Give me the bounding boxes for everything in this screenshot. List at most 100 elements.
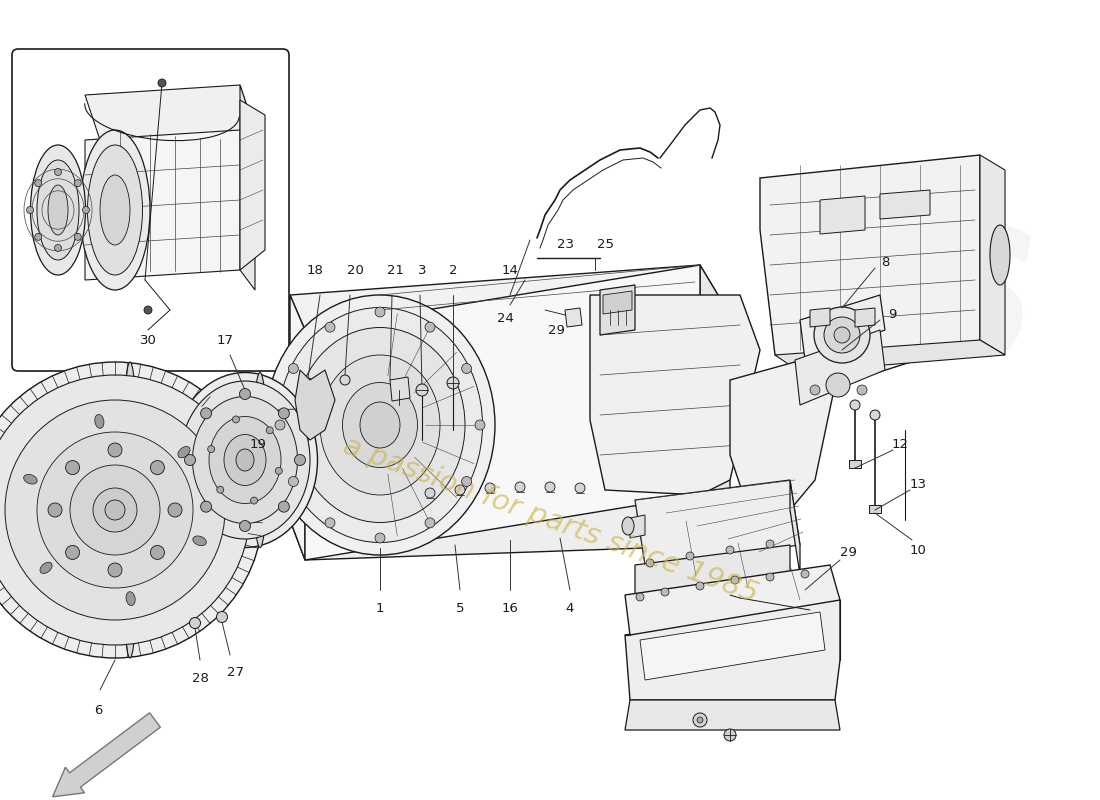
Circle shape [302,378,313,388]
Ellipse shape [173,373,318,547]
Polygon shape [776,340,1005,372]
Circle shape [185,454,196,466]
Circle shape [732,576,739,584]
Text: 27: 27 [227,666,243,679]
Circle shape [288,363,298,374]
Circle shape [208,446,214,453]
Polygon shape [290,265,730,330]
Ellipse shape [621,517,634,535]
Circle shape [324,322,336,332]
Ellipse shape [209,417,280,503]
Text: 4: 4 [565,602,574,614]
Circle shape [766,540,774,548]
Polygon shape [700,265,730,545]
Circle shape [240,521,251,531]
Text: 18: 18 [307,263,323,277]
Ellipse shape [265,295,495,555]
Polygon shape [730,355,835,510]
Polygon shape [849,460,861,468]
Text: 30: 30 [140,334,156,346]
Polygon shape [290,495,730,560]
Polygon shape [810,308,830,327]
Circle shape [66,461,79,474]
Circle shape [108,443,122,457]
Polygon shape [800,295,886,360]
Circle shape [266,427,273,434]
Circle shape [810,385,820,395]
Circle shape [455,485,465,495]
Polygon shape [390,377,410,401]
Circle shape [288,477,298,486]
Polygon shape [635,545,790,600]
Polygon shape [240,85,255,290]
Circle shape [35,234,42,240]
Polygon shape [869,505,881,513]
Circle shape [240,389,251,399]
Circle shape [278,408,289,419]
Ellipse shape [95,414,104,428]
Circle shape [857,385,867,395]
Ellipse shape [180,381,310,539]
Circle shape [189,618,200,629]
Text: 3: 3 [418,263,427,277]
Circle shape [200,408,211,419]
Text: 20: 20 [346,263,363,277]
Text: 9: 9 [888,309,896,322]
Polygon shape [85,85,255,140]
Text: 28: 28 [191,671,208,685]
Circle shape [661,588,669,596]
Ellipse shape [48,185,68,235]
Ellipse shape [360,402,400,448]
Circle shape [646,559,654,567]
Circle shape [697,717,703,723]
Text: 23: 23 [557,238,573,251]
Circle shape [766,573,774,581]
Text: 25: 25 [596,238,614,251]
Polygon shape [790,480,800,575]
Circle shape [232,416,240,423]
Text: 21: 21 [386,263,404,277]
Circle shape [158,79,166,87]
Text: 14: 14 [502,263,518,277]
Polygon shape [630,515,645,538]
Ellipse shape [80,130,150,290]
Polygon shape [855,308,875,327]
Polygon shape [880,190,929,219]
Circle shape [70,465,160,555]
Circle shape [0,375,250,645]
Text: 29: 29 [839,546,857,559]
Circle shape [108,563,122,577]
Polygon shape [85,130,240,280]
Text: 6: 6 [94,703,102,717]
Circle shape [104,500,125,520]
Polygon shape [640,612,825,680]
Text: 29: 29 [548,323,564,337]
Polygon shape [600,285,635,335]
Polygon shape [565,308,582,327]
Circle shape [168,503,182,517]
Ellipse shape [121,362,139,658]
Text: 5: 5 [455,602,464,614]
Polygon shape [625,565,840,635]
Circle shape [200,501,211,512]
Ellipse shape [320,355,440,495]
Circle shape [217,611,228,622]
Text: 1: 1 [376,602,384,614]
Circle shape [151,546,164,559]
Circle shape [686,552,694,560]
Ellipse shape [295,327,465,522]
Polygon shape [240,100,265,270]
Ellipse shape [24,474,37,484]
Ellipse shape [236,449,254,471]
Circle shape [217,486,223,493]
Circle shape [278,501,289,512]
Circle shape [324,518,336,528]
Polygon shape [305,265,700,560]
Circle shape [447,377,459,389]
Circle shape [475,420,485,430]
Polygon shape [590,295,760,495]
Circle shape [814,307,870,363]
Circle shape [515,482,525,492]
Circle shape [275,467,283,474]
Text: 16: 16 [502,602,518,614]
